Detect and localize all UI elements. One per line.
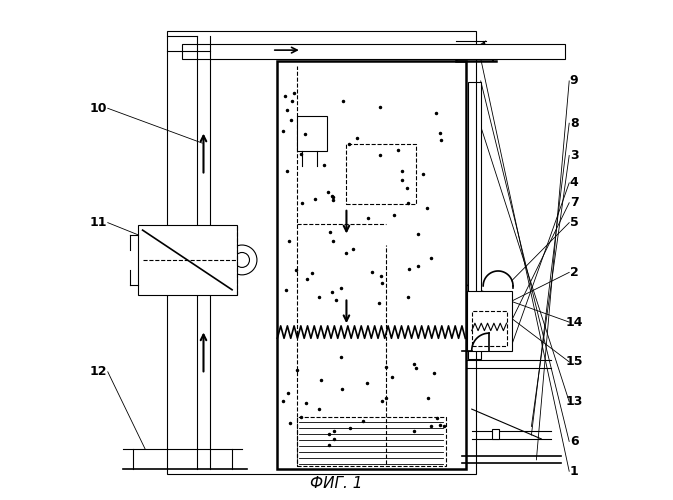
Text: 7: 7 xyxy=(570,196,579,209)
Text: 3: 3 xyxy=(570,149,579,162)
Circle shape xyxy=(227,245,257,275)
Text: 5: 5 xyxy=(570,216,579,229)
Text: 13: 13 xyxy=(565,395,583,408)
Bar xyxy=(137,225,237,294)
Bar xyxy=(168,31,476,474)
Text: 4: 4 xyxy=(570,176,579,190)
Bar xyxy=(472,311,507,346)
Text: 12: 12 xyxy=(89,366,106,378)
Bar xyxy=(347,144,416,204)
Text: ФИГ. 1: ФИГ. 1 xyxy=(310,476,363,491)
Text: 15: 15 xyxy=(565,356,583,368)
Text: 9: 9 xyxy=(570,74,579,88)
Bar xyxy=(468,82,481,359)
Bar xyxy=(182,44,565,59)
Text: 8: 8 xyxy=(570,116,579,130)
Text: 10: 10 xyxy=(89,102,106,115)
Bar xyxy=(297,416,446,467)
Text: 2: 2 xyxy=(570,266,579,279)
Bar xyxy=(492,429,499,439)
Bar xyxy=(297,116,326,151)
Text: 1: 1 xyxy=(570,465,579,478)
Bar xyxy=(277,61,466,469)
Polygon shape xyxy=(483,41,493,61)
Bar xyxy=(467,291,511,350)
Text: 11: 11 xyxy=(89,216,106,229)
Text: 6: 6 xyxy=(570,435,579,448)
Text: 14: 14 xyxy=(565,316,583,328)
